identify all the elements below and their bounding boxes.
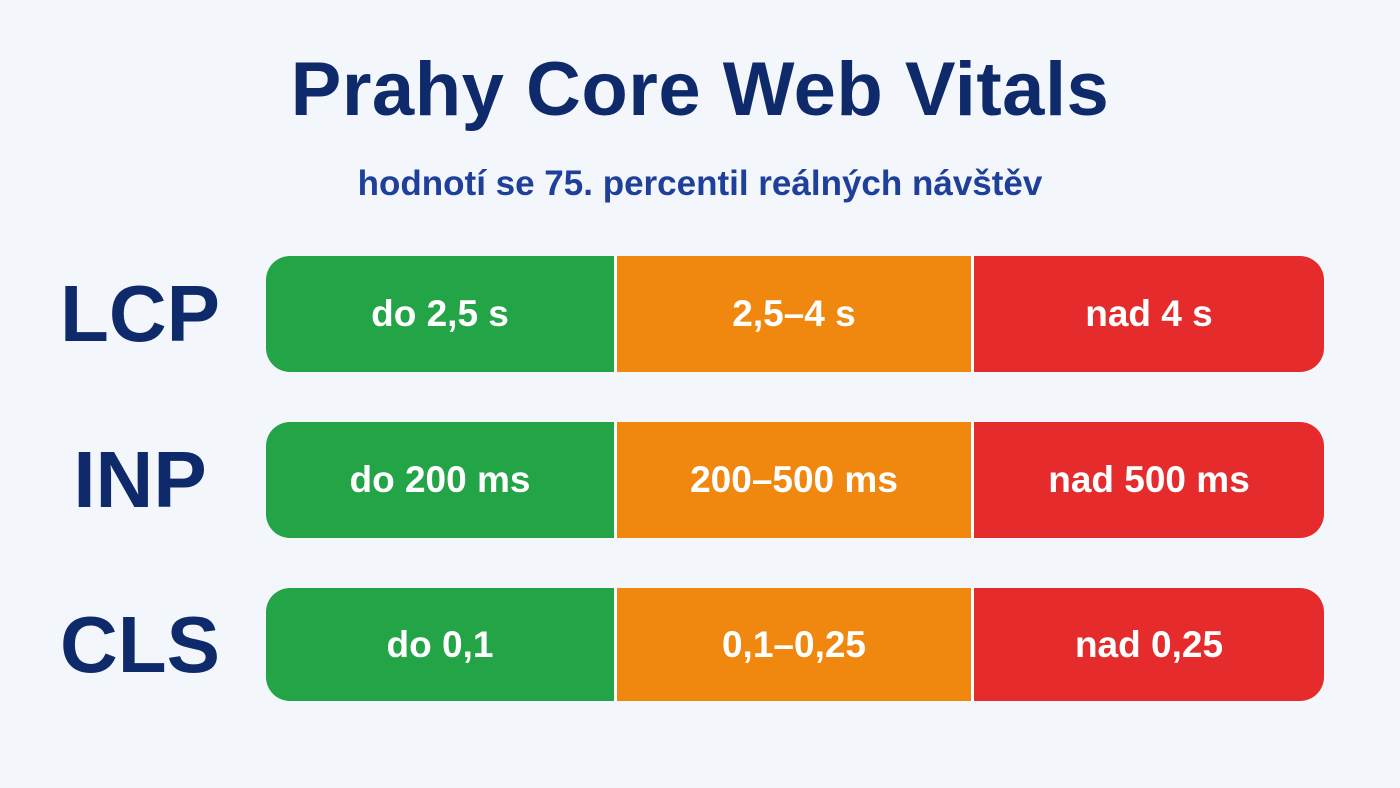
needs-improvement-range: 0,1–0,25 <box>614 588 971 701</box>
needs-improvement-range: 200–500 ms <box>614 422 971 538</box>
threshold-bar: do 2,5 s 2,5–4 s nad 4 s <box>266 256 1324 372</box>
threshold-bar: do 0,1 0,1–0,25 nad 0,25 <box>266 588 1324 701</box>
poor-range: nad 0,25 <box>971 588 1324 701</box>
title: Prahy Core Web Vitals <box>290 47 1110 132</box>
poor-range: nad 500 ms <box>971 422 1324 538</box>
good-range: do 0,1 <box>266 588 614 701</box>
metric-label: INP <box>73 435 207 524</box>
subtitle: hodnotí se 75. percentil reálných návště… <box>357 164 1043 203</box>
poor-range: nad 4 s <box>971 256 1324 372</box>
threshold-bar: do 200 ms 200–500 ms nad 500 ms <box>266 422 1324 538</box>
good-range: do 200 ms <box>266 422 614 538</box>
metric-label: CLS <box>60 600 220 689</box>
metric-label: LCP <box>60 269 220 358</box>
needs-improvement-range: 2,5–4 s <box>614 256 971 372</box>
good-range: do 2,5 s <box>266 256 614 372</box>
